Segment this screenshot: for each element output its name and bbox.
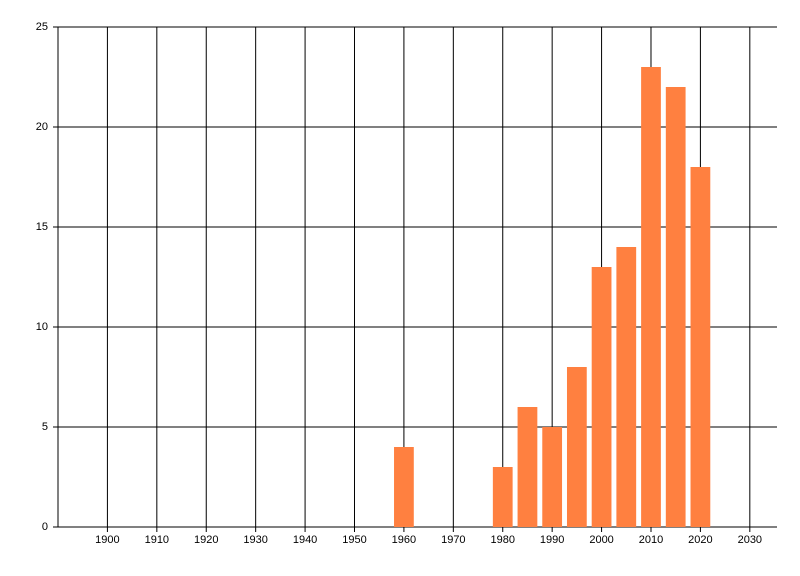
bar <box>690 167 711 527</box>
x-tick-label: 2020 <box>688 534 712 546</box>
x-tick-label: 1910 <box>145 534 169 546</box>
x-tick-label: 1970 <box>441 534 465 546</box>
x-tick-label: 1980 <box>491 534 515 546</box>
bar <box>394 447 414 527</box>
x-tick-label: 1920 <box>194 534 218 546</box>
bar <box>616 247 637 527</box>
bar <box>566 367 587 527</box>
x-tick-label: 1940 <box>293 534 317 546</box>
bar <box>492 467 513 527</box>
bar <box>542 427 563 527</box>
x-tick-label: 1900 <box>95 534 119 546</box>
y-tick-label: 15 <box>36 221 48 233</box>
x-tick-label: 2000 <box>589 534 613 546</box>
x-tick-label: 1990 <box>540 534 564 546</box>
bar <box>517 407 538 527</box>
y-tick-label: 10 <box>36 321 48 333</box>
bar <box>591 267 612 527</box>
x-tick-label: 1930 <box>243 534 267 546</box>
y-tick-label: 5 <box>42 421 48 433</box>
bar <box>665 87 686 527</box>
y-tick-label: 25 <box>36 21 48 33</box>
x-tick-label: 1960 <box>392 534 416 546</box>
x-tick-label: 1950 <box>342 534 366 546</box>
x-tick-label: 2030 <box>738 534 762 546</box>
y-tick-label: 0 <box>42 521 48 533</box>
x-tick-label: 2010 <box>639 534 663 546</box>
y-tick-label: 20 <box>36 121 48 133</box>
bar <box>641 67 661 527</box>
